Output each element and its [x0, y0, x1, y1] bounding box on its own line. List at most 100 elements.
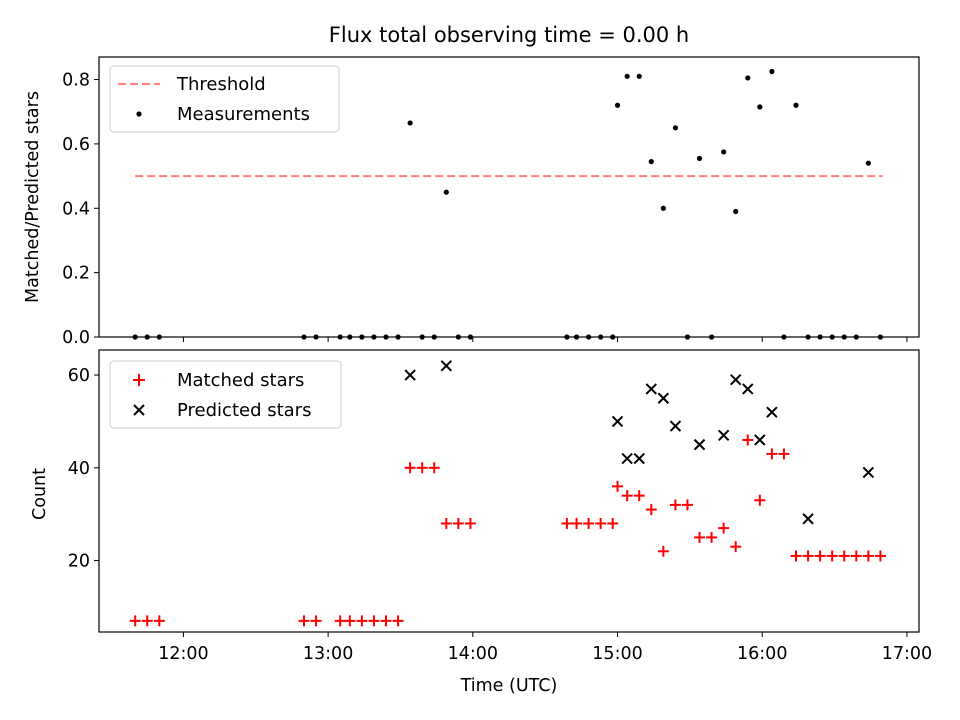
- matched-star-point: [464, 517, 476, 529]
- predicted-star-point: [742, 383, 754, 395]
- legend-measurements-label: Measurements: [177, 104, 310, 125]
- matched-star-point: [607, 517, 619, 529]
- matched-star-point: [742, 434, 754, 446]
- matched-star-point: [153, 615, 165, 627]
- bottom-y-tick-label: 60: [68, 366, 90, 386]
- measurement-point: [443, 189, 449, 195]
- matched-star-point: [790, 550, 802, 562]
- predicted-star-point: [717, 429, 730, 442]
- matched-star-point: [730, 541, 742, 553]
- measurement-point: [407, 120, 413, 126]
- top-axes-frame: [98, 56, 920, 338]
- top-legend: Threshold Measurements: [109, 65, 340, 133]
- measurement-point: [696, 155, 703, 161]
- top-y-axis-label: Matched/Predicted stars: [23, 91, 43, 303]
- legend-matched-label: Matched stars: [177, 370, 304, 391]
- bottom-legend: Matched stars Predicted stars: [109, 360, 342, 429]
- predicted-star-point: [404, 369, 416, 381]
- measurement-point: [636, 73, 642, 79]
- matched-star-point: [645, 504, 657, 516]
- matched-star-point: [561, 517, 573, 529]
- bottom-y-tick-label: 20: [68, 552, 90, 572]
- legend-matched-swatch: [133, 374, 145, 386]
- matched-star-point: [571, 517, 583, 529]
- bottom-y-ticks: 20 40 60: [68, 366, 99, 572]
- matched-star-point: [452, 517, 464, 529]
- legend-measurements-swatch: [136, 111, 142, 117]
- legend-predicted-swatch: [133, 404, 145, 416]
- matched-star-point: [874, 550, 886, 562]
- bottom-y-axis-label: Count: [30, 468, 50, 520]
- predicted-star-point: [440, 360, 453, 372]
- measurement-point: [721, 149, 727, 155]
- matched-stars-points: [129, 434, 886, 627]
- predicted-star-point: [669, 420, 682, 432]
- matched-star-point: [778, 448, 790, 460]
- predicted-star-point: [862, 466, 875, 479]
- matched-star-point: [694, 531, 706, 543]
- top-y-tick-label: 0.8: [62, 71, 90, 91]
- matched-star-point: [380, 615, 392, 627]
- predicted-stars-points: [404, 360, 875, 525]
- chart-title: Flux total observing time = 0.00 h: [329, 23, 689, 47]
- measurement-point: [757, 104, 763, 110]
- top-y-tick-label: 0.2: [62, 264, 90, 284]
- predicted-star-point: [729, 373, 742, 386]
- x-tick-label: 12:00: [158, 644, 208, 664]
- matched-star-point: [621, 490, 633, 502]
- x-tick-label: 13:00: [303, 644, 353, 664]
- bottom-axes-frame: [98, 349, 920, 633]
- matched-star-point: [392, 615, 404, 627]
- top-y-tick-label: 0.0: [62, 328, 90, 348]
- predicted-star-point: [645, 383, 658, 395]
- x-tick-label: 17:00: [882, 644, 932, 664]
- matched-star-point: [718, 522, 730, 534]
- matched-star-point: [669, 499, 681, 511]
- predicted-star-point: [766, 406, 778, 418]
- predicted-star-point: [754, 434, 766, 446]
- matched-star-point: [416, 462, 428, 474]
- measurement-point: [614, 102, 621, 108]
- top-x-ticks: [182, 337, 908, 342]
- x-axis-label: Time (UTC): [460, 676, 558, 696]
- matched-star-point: [440, 517, 452, 529]
- matched-star-point: [334, 615, 346, 627]
- matched-star-point: [766, 448, 778, 460]
- matched-star-point: [404, 462, 416, 474]
- top-y-ticks: 0.0 0.2 0.4 0.6 0.8: [62, 71, 99, 348]
- matched-star-point: [826, 550, 838, 562]
- top-panel: 0.00.20.40.60.8 Matched/Predicted stars …: [23, 56, 920, 348]
- predicted-star-point: [611, 415, 624, 428]
- matched-star-point: [612, 480, 624, 492]
- predicted-star-point: [802, 513, 814, 525]
- x-tick-label: 16:00: [737, 644, 787, 664]
- measurement-point: [865, 160, 871, 166]
- matched-star-point: [368, 615, 380, 627]
- measurement-point: [672, 125, 679, 131]
- measurement-point: [624, 73, 630, 79]
- matched-star-point: [706, 531, 718, 543]
- legend-threshold-label: Threshold: [176, 74, 266, 95]
- matched-star-point: [862, 550, 874, 562]
- matched-star-point: [129, 615, 141, 627]
- x-tick-label: 15:00: [592, 644, 642, 664]
- predicted-star-point: [693, 438, 706, 451]
- matched-star-point: [802, 550, 814, 562]
- bottom-x-ticks: 12:00 13:00 14:00 15:00 16:00 17:00: [158, 632, 932, 664]
- matched-star-point: [657, 545, 669, 557]
- matched-star-point: [754, 494, 766, 506]
- predicted-star-point: [657, 392, 670, 404]
- matched-star-point: [141, 615, 153, 627]
- matched-star-point: [344, 615, 356, 627]
- measurement-point: [793, 102, 799, 108]
- predicted-star-point: [633, 452, 645, 465]
- matched-star-point: [595, 517, 607, 529]
- measurement-point: [745, 75, 751, 81]
- bottom-panel: 20 40 60 12:00 13:00 14:00 15:00 16:00 17:00 Co…: [30, 349, 932, 696]
- x-tick-label: 14:00: [448, 644, 498, 664]
- matched-star-point: [681, 499, 693, 511]
- matched-star-point: [428, 462, 440, 474]
- measurement-point: [733, 208, 739, 215]
- matched-star-point: [298, 615, 310, 627]
